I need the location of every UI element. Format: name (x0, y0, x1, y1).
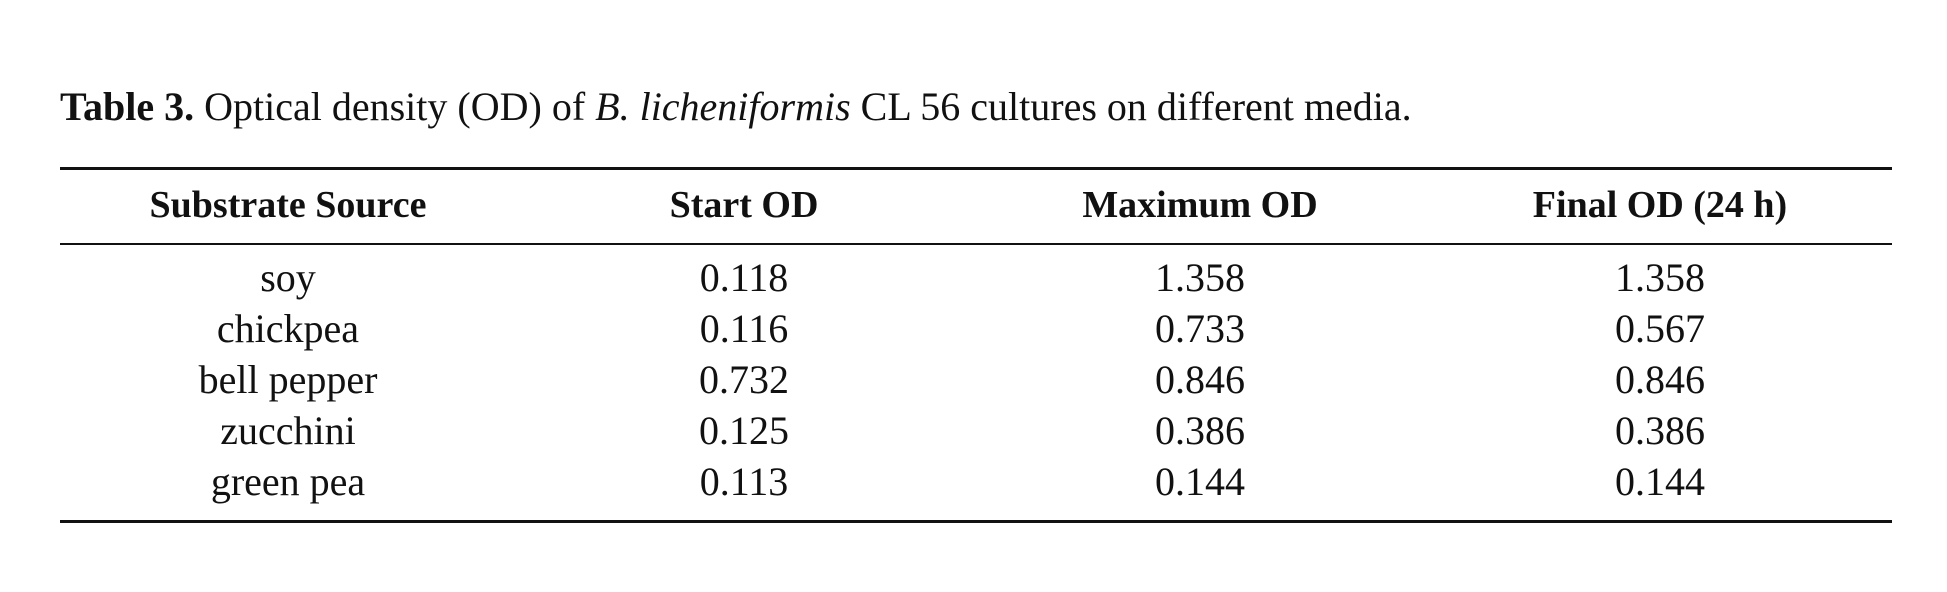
column-header-substrate: Substrate Source (149, 184, 427, 226)
cell-final-od: 0.846 (1615, 357, 1705, 402)
cell-start-od: 0.118 (699, 255, 789, 300)
cell-maximum-od: 0.144 (1155, 459, 1245, 504)
cell-maximum-od: 0.733 (1155, 306, 1245, 351)
column-header-start-od: Start OD (669, 184, 819, 226)
cell-final-od: 0.386 (1615, 408, 1705, 453)
cell-substrate: zucchini (220, 408, 356, 453)
cell-final-od: 0.567 (1615, 306, 1705, 351)
table-label: Table 3. (60, 84, 195, 129)
cell-substrate: soy (260, 255, 316, 300)
column-header-maximum-od: Maximum OD (1082, 184, 1318, 226)
table-top-rule (60, 167, 1892, 170)
table-header-rule (60, 243, 1892, 245)
cell-substrate: bell pepper (198, 357, 378, 402)
cell-start-od: 0.125 (699, 408, 789, 453)
cell-substrate: green pea (210, 459, 366, 504)
cell-maximum-od: 0.386 (1155, 408, 1245, 453)
table-caption: Table 3. Optical density (OD) of B. lich… (60, 83, 1412, 131)
column-header-final-od: Final OD (24 h) (1532, 184, 1788, 226)
cell-final-od: 0.144 (1615, 459, 1705, 504)
cell-maximum-od: 1.358 (1155, 255, 1245, 300)
caption-text-before: Optical density (OD) of (194, 84, 596, 129)
table-bottom-rule (60, 520, 1892, 523)
caption-text-after: CL 56 cultures on different media. (850, 84, 1412, 129)
species-name: B. licheniformis (595, 84, 851, 129)
cell-start-od: 0.113 (699, 459, 789, 504)
cell-substrate: chickpea (216, 306, 360, 351)
cell-start-od: 0.732 (699, 357, 789, 402)
cell-start-od: 0.116 (699, 306, 789, 351)
cell-final-od: 1.358 (1615, 255, 1705, 300)
cell-maximum-od: 0.846 (1155, 357, 1245, 402)
